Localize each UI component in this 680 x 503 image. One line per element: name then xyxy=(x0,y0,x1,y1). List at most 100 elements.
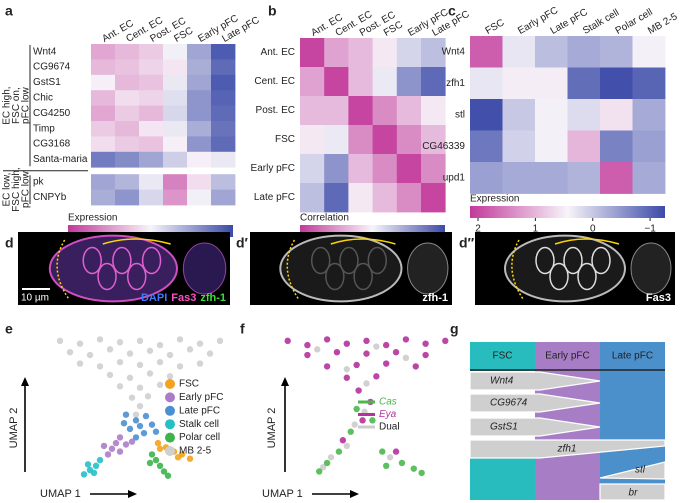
point xyxy=(363,337,370,345)
heatmap-cell xyxy=(163,174,188,190)
legend-marker xyxy=(165,392,175,403)
row-label: Timp xyxy=(33,123,55,134)
point xyxy=(136,402,144,410)
point xyxy=(106,346,114,353)
cell xyxy=(577,262,597,291)
heatmap-cell xyxy=(187,105,212,122)
cell xyxy=(563,246,583,275)
point xyxy=(116,448,124,455)
point xyxy=(156,341,164,349)
point xyxy=(418,469,425,477)
legend-label: MB 2-5 xyxy=(179,446,212,457)
heatmap-cell xyxy=(139,74,164,91)
heatmap-cell xyxy=(115,151,140,168)
point xyxy=(327,454,335,461)
heatmap-cell xyxy=(163,90,188,106)
row-label: zfh1 xyxy=(446,78,465,89)
point xyxy=(164,472,172,479)
heatmap-cell xyxy=(187,90,212,106)
heatmap-cell xyxy=(396,183,422,213)
arc-line xyxy=(330,238,396,245)
heatmap-cell xyxy=(300,183,325,213)
heatmap-cell xyxy=(163,151,188,168)
heatmap-cell xyxy=(421,125,446,155)
colorbar-tick-label: −1 xyxy=(644,224,656,235)
legend-marker xyxy=(165,379,175,389)
legend-label: Cas xyxy=(379,397,397,408)
heatmap-cell xyxy=(115,121,140,137)
row-label: CG3168 xyxy=(33,139,71,150)
point xyxy=(132,434,140,441)
row-label: Late pFC xyxy=(254,192,295,203)
row-label: stl xyxy=(455,109,465,120)
colorbar-tick-label: 2 xyxy=(475,224,481,235)
heatmap-cell xyxy=(502,99,536,131)
heatmap-cell xyxy=(91,90,116,106)
heatmap-cell xyxy=(600,36,633,68)
heatmap-cell xyxy=(372,96,398,126)
heatmap-cell xyxy=(348,67,373,97)
heatmap-cell xyxy=(324,183,349,213)
cell xyxy=(310,246,331,275)
point xyxy=(343,366,350,373)
heatmap-cell xyxy=(567,130,601,163)
heatmap-cell xyxy=(187,189,212,206)
point xyxy=(112,439,120,447)
point xyxy=(136,361,144,369)
heatmap-cell xyxy=(91,151,116,168)
row-label: pk xyxy=(33,177,45,188)
panel-letter: g xyxy=(450,321,459,337)
heatmap-cell xyxy=(421,96,446,126)
heatmap-cell xyxy=(300,125,325,155)
point xyxy=(96,456,104,464)
heatmap-cell xyxy=(502,130,536,163)
gene-label: CG9674 xyxy=(490,398,528,409)
heatmap-cell xyxy=(139,44,164,60)
heatmap-cell xyxy=(91,74,116,91)
point xyxy=(122,411,130,418)
group-label: pFC low xyxy=(21,86,32,123)
heatmap-cell xyxy=(211,44,236,60)
point xyxy=(146,459,154,467)
point xyxy=(383,360,390,367)
point xyxy=(323,336,331,343)
heatmap-cell xyxy=(632,67,666,100)
group-label: pFC low xyxy=(21,170,32,207)
heatmap-cell xyxy=(187,174,212,190)
point xyxy=(176,336,184,343)
row-label: CG9674 xyxy=(33,62,71,73)
heatmap-cell xyxy=(372,154,398,184)
point xyxy=(120,420,128,427)
point xyxy=(206,350,214,357)
row-label: Santa-maria xyxy=(33,154,88,165)
point xyxy=(347,428,354,435)
point xyxy=(160,468,168,475)
point xyxy=(152,456,160,464)
gene-shape xyxy=(469,417,601,437)
panel-letter: c xyxy=(448,3,456,19)
point xyxy=(156,358,164,366)
heatmap-cell xyxy=(211,174,236,190)
heatmap-cell xyxy=(139,121,164,137)
point xyxy=(343,442,350,450)
heatmap-cell xyxy=(139,136,164,153)
heatmap-cell xyxy=(163,105,188,122)
point xyxy=(116,383,124,390)
point xyxy=(128,394,136,401)
group-label: FSC high, xyxy=(11,167,22,211)
point xyxy=(351,421,358,428)
panel-letter: d″ xyxy=(459,235,475,251)
heatmap-cell xyxy=(139,59,164,76)
point xyxy=(363,380,370,387)
gene-label: stl xyxy=(635,465,646,476)
heatmap-cell xyxy=(91,136,116,153)
y-axis-label: UMAP 2 xyxy=(8,408,20,449)
point xyxy=(323,363,331,370)
heatmap-cell xyxy=(396,38,422,68)
heatmap-cell xyxy=(535,36,568,68)
legend-label: Dual xyxy=(379,422,400,433)
group-label: EC high, xyxy=(2,86,13,124)
point xyxy=(422,351,429,359)
point xyxy=(186,455,194,462)
heatmap-cell xyxy=(115,174,140,190)
